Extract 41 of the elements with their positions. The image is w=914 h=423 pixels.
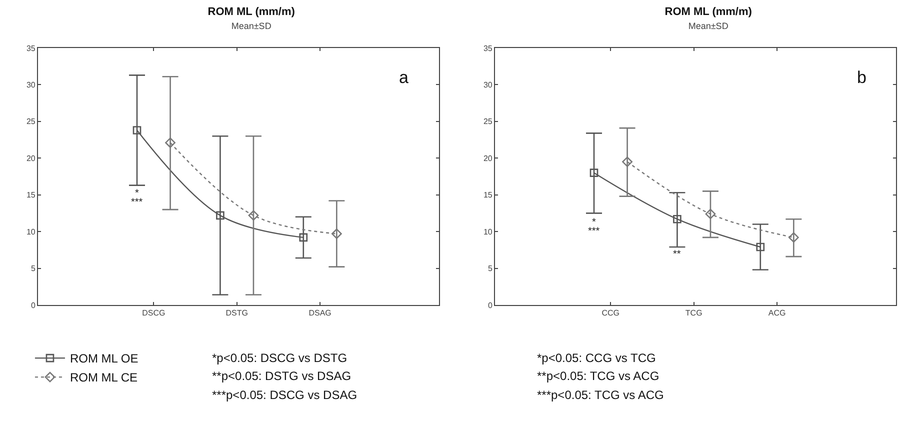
x-tick-label: CCG <box>602 308 620 318</box>
y-tick-label: 0 <box>488 300 493 310</box>
y-tick-label: 30 <box>483 80 493 90</box>
text: *p<0.05: DSCG vs DSTG <box>212 351 348 365</box>
y-tick-label: 35 <box>26 44 36 53</box>
x-tick-label: DSCG <box>142 308 166 318</box>
x-tick-label: DSTG <box>226 308 248 318</box>
chart-title: ROM ML (mm/m) <box>208 6 296 18</box>
y-tick-label: 25 <box>26 117 36 126</box>
y-tick-label: 5 <box>30 264 36 274</box>
y-tick-label: 10 <box>26 227 36 236</box>
text: **p<0.05: TCG vs ACG <box>537 369 660 383</box>
y-tick-label: 30 <box>26 80 36 90</box>
annotation: *** <box>131 197 143 208</box>
legend-label: ROM ML OE <box>70 352 138 366</box>
text: *p<0.05: CCG vs TCG <box>537 351 656 365</box>
y-tick-label: 20 <box>26 154 36 163</box>
x-tick-label: TCG <box>685 308 702 318</box>
y-tick-label: 5 <box>488 264 493 274</box>
annotation: ** <box>673 249 681 260</box>
y-tick-label: 0 <box>30 300 36 310</box>
text: ***p<0.05: TCG vs ACG <box>537 388 664 402</box>
y-tick-label: 10 <box>483 227 493 236</box>
y-tick-label: 15 <box>483 190 493 200</box>
annotation: * <box>592 217 596 228</box>
y-tick-label: 25 <box>483 117 493 126</box>
x-tick-label: DSAG <box>308 308 332 318</box>
text: b <box>857 68 866 87</box>
y-tick-label: 20 <box>483 154 493 163</box>
x-tick-label: ACG <box>768 308 786 318</box>
annotation: * <box>135 188 139 199</box>
y-tick-label: 35 <box>483 44 493 53</box>
y-tick-label: 15 <box>26 190 36 200</box>
chart-title: ROM ML (mm/m) <box>664 6 752 18</box>
legend-label: ROM ML CE <box>70 370 138 385</box>
text: **p<0.05: DSTG vs DSAG <box>212 369 352 383</box>
chart-subtitle: Mean±SD <box>688 21 729 32</box>
text: ***p<0.05: DSCG vs DSAG <box>212 388 358 402</box>
annotation: *** <box>588 226 600 237</box>
text: a <box>399 68 409 87</box>
chart-subtitle: Mean±SD <box>231 21 272 32</box>
